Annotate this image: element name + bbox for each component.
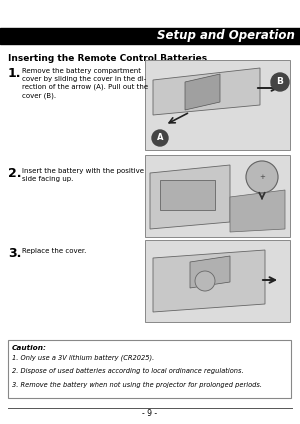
Text: 1. Only use a 3V lithium battery (CR2025).: 1. Only use a 3V lithium battery (CR2025… [12,354,154,360]
Text: Insert the battery with the positive
side facing up.: Insert the battery with the positive sid… [22,168,144,182]
Polygon shape [185,74,220,110]
Bar [145,155,290,237]
Text: Remove the battery compartment
cover by sliding the cover in the di-
rection of : Remove the battery compartment cover by … [22,68,148,99]
Bar [0,28,300,44]
Text: 2. Dispose of used batteries according to local ordinance regulations.: 2. Dispose of used batteries according t… [12,368,244,374]
Text: Setup and Operation: Setup and Operation [157,30,295,42]
Circle shape [246,161,278,193]
Polygon shape [150,165,230,229]
Bar [8,340,291,398]
Text: Replace the cover.: Replace the cover. [22,248,86,254]
Text: 1.: 1. [8,67,22,80]
Text: A: A [157,134,163,142]
Bar [145,60,290,150]
Text: Inserting the Remote Control Batteries: Inserting the Remote Control Batteries [8,54,207,63]
Polygon shape [153,68,260,115]
Text: - 9 -: - 9 - [142,410,158,418]
Polygon shape [230,190,285,232]
Text: 3.: 3. [8,247,21,260]
Bar [145,240,290,322]
Text: +: + [259,174,265,180]
Circle shape [271,73,289,91]
Circle shape [195,271,215,291]
Text: 2.: 2. [8,167,22,180]
Text: 3. Remove the battery when not using the projector for prolonged periods.: 3. Remove the battery when not using the… [12,382,262,388]
Circle shape [152,130,168,146]
Bar [160,180,215,210]
Polygon shape [153,250,265,312]
Polygon shape [190,256,230,288]
Text: B: B [277,78,284,86]
Text: Caution:: Caution: [12,345,47,351]
